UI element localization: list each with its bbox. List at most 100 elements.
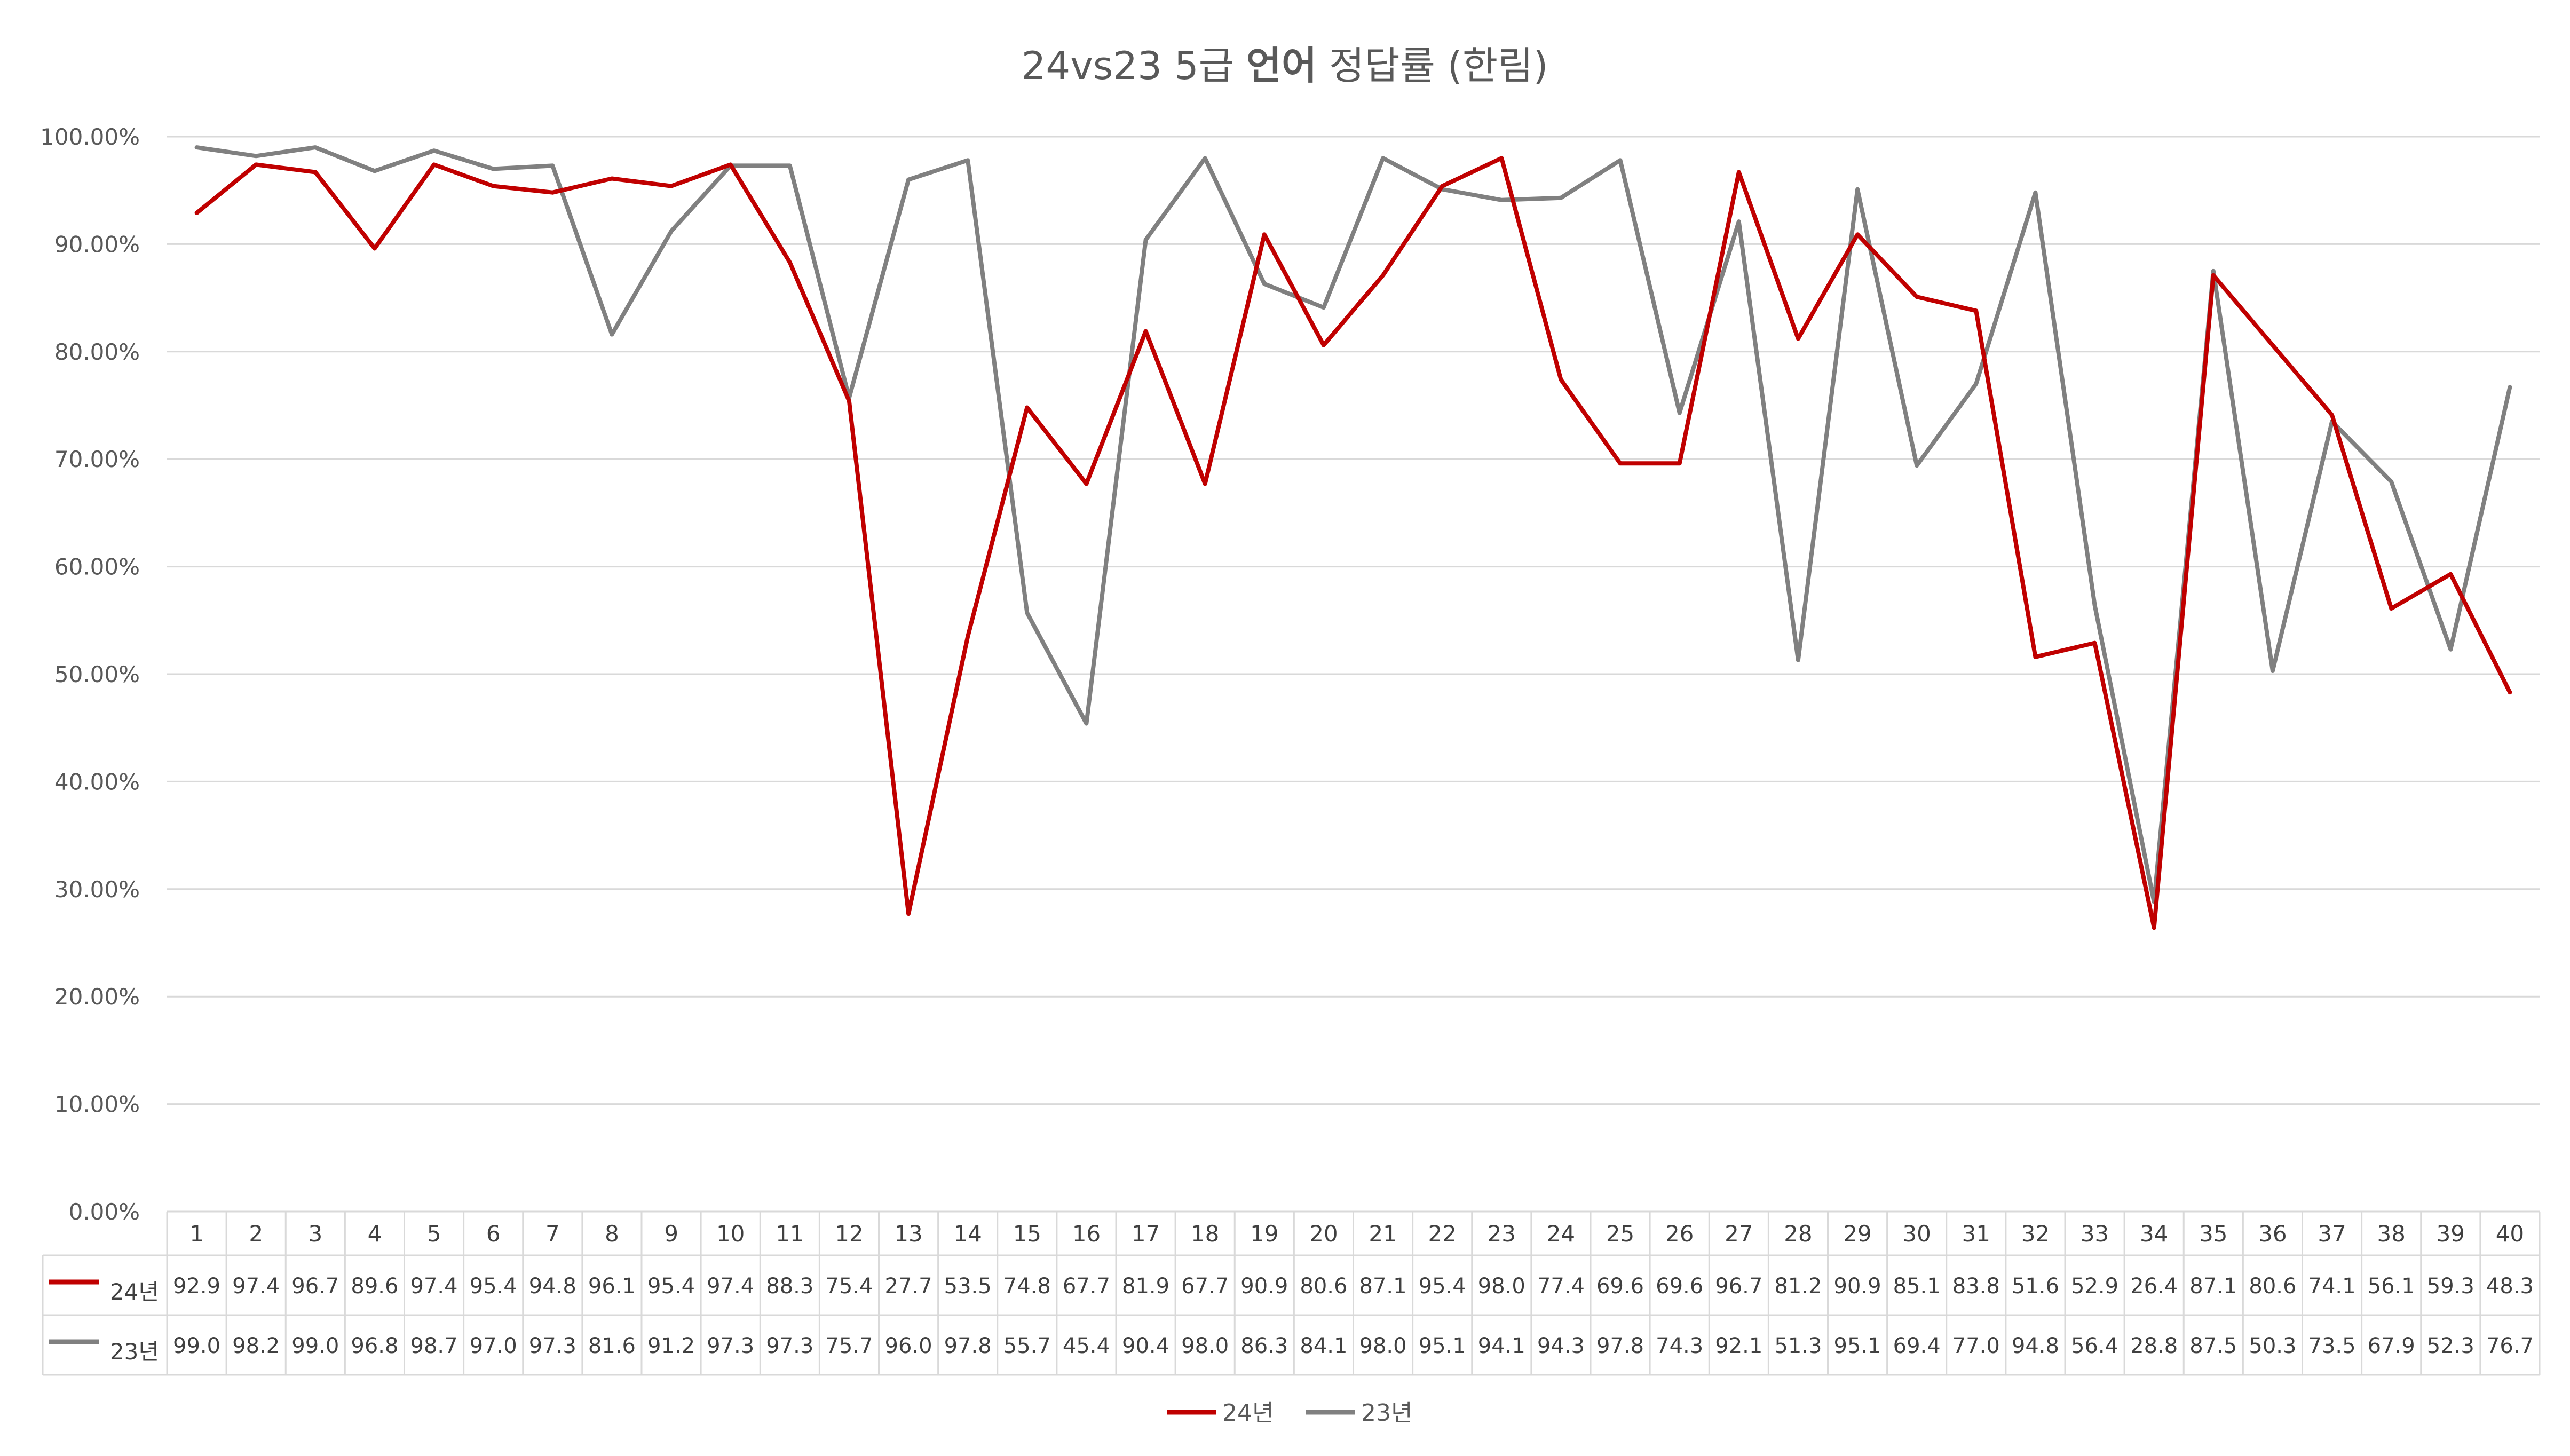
y-tick-label: 50.00% [54, 661, 140, 687]
data-table-cell: 96.0 [885, 1334, 932, 1358]
x-tick-label: 15 [1013, 1221, 1041, 1247]
x-tick-label: 28 [1784, 1221, 1812, 1247]
y-tick-label: 100.00% [40, 124, 140, 150]
legend: 24년 23년 [1167, 1399, 1412, 1427]
y-axis-ticks: 0.00% 10.00% 20.00% 30.00% 40.00% 50.00% 60.00… [40, 124, 140, 1225]
data-table-cell: 89.6 [351, 1274, 398, 1299]
data-table: 1 2 3 4 5 6 7 8 9 10 11 12 13 14 15 16 17 18 19 20 21 22 23 24 2… [42, 1210, 2541, 1376]
x-tick-label: 33 [2081, 1221, 2109, 1247]
data-table-cell: 94.3 [1537, 1334, 1585, 1358]
data-table-cell: 92.9 [173, 1274, 220, 1299]
data-table-cell: 96.8 [351, 1334, 398, 1358]
x-tick-label: 22 [1428, 1221, 1456, 1247]
y-tick-label: 80.00% [54, 339, 140, 365]
data-table-cell: 67.9 [2368, 1334, 2415, 1358]
data-table-cell: 75.4 [825, 1274, 873, 1299]
x-tick-label: 13 [894, 1221, 922, 1247]
data-table-cell: 55.7 [1003, 1334, 1051, 1358]
data-table-cell: 74.8 [1003, 1274, 1051, 1299]
legend-label: 23년 [1361, 1399, 1412, 1427]
chart-title-part: 24vs23 5급 [1022, 43, 1246, 88]
legend-item: 23년 [1306, 1399, 1412, 1427]
data-table-cell: 69.6 [1656, 1274, 1703, 1299]
x-tick-label: 18 [1191, 1221, 1219, 1247]
data-table-cell: 45.4 [1063, 1334, 1110, 1358]
series-line [194, 156, 2512, 930]
x-tick-label: 17 [1132, 1221, 1160, 1247]
chart-title-part: 언어 [1246, 43, 1317, 88]
data-table-cell: 69.6 [1596, 1274, 1644, 1299]
data-table-cell: 95.1 [1419, 1334, 1466, 1358]
x-tick-label: 8 [605, 1221, 619, 1247]
x-tick-label: 27 [1725, 1221, 1753, 1247]
legend-item: 24년 [1167, 1399, 1274, 1427]
data-table-cell: 96.7 [1715, 1274, 1762, 1299]
x-tick-label: 9 [664, 1221, 678, 1247]
data-table-cell: 87.1 [1359, 1274, 1407, 1299]
series-line [194, 145, 2512, 904]
x-tick-label: 10 [716, 1221, 745, 1247]
x-tick-label: 26 [1665, 1221, 1694, 1247]
y-tick-label: 20.00% [54, 984, 140, 1010]
data-table-cell: 97.4 [232, 1274, 280, 1299]
data-table-cell: 91.2 [647, 1334, 695, 1358]
data-table-cell: 90.9 [1240, 1274, 1288, 1299]
data-table-cell: 86.3 [1240, 1334, 1288, 1358]
data-table-cell: 97.3 [529, 1334, 576, 1358]
data-table-cell: 51.6 [2012, 1274, 2059, 1299]
data-table-cell: 99.0 [173, 1334, 220, 1358]
data-table-cell: 80.6 [1300, 1274, 1347, 1299]
data-table-cell: 67.7 [1063, 1274, 1110, 1299]
data-table-cell: 56.4 [2071, 1334, 2118, 1358]
x-tick-label: 16 [1072, 1221, 1101, 1247]
x-tick-label: 40 [2496, 1221, 2524, 1247]
x-tick-label: 19 [1250, 1221, 1278, 1247]
data-table-cell: 77.0 [1952, 1334, 2000, 1358]
data-table-cell: 97.8 [944, 1334, 992, 1358]
data-table-cell: 98.2 [232, 1334, 280, 1358]
x-tick-label: 34 [2140, 1221, 2168, 1247]
data-table-cell: 94.8 [529, 1274, 576, 1299]
x-tick-label: 32 [2021, 1221, 2050, 1247]
data-table-cell: 81.6 [588, 1334, 636, 1358]
data-table-cell: 80.6 [2249, 1274, 2296, 1299]
data-table-cell: 69.4 [1893, 1334, 1941, 1358]
x-tick-label: 14 [953, 1221, 982, 1247]
data-table-cell: 94.8 [2012, 1334, 2059, 1358]
x-tick-label: 12 [835, 1221, 863, 1247]
data-table-cell: 52.3 [2427, 1334, 2474, 1358]
data-table-cell: 97.0 [470, 1334, 517, 1358]
table-series-name: 24년 [110, 1279, 159, 1305]
data-table-cell: 98.0 [1181, 1334, 1229, 1358]
data-table-cell: 81.2 [1774, 1274, 1822, 1299]
data-table-cell: 85.1 [1893, 1274, 1941, 1299]
data-table-cell: 50.3 [2249, 1334, 2296, 1358]
y-tick-label: 70.00% [54, 446, 140, 472]
x-tick-label: 38 [2377, 1221, 2405, 1247]
x-tick-label: 24 [1547, 1221, 1575, 1247]
y-tick-label: 60.00% [54, 554, 140, 580]
x-tick-label: 37 [2318, 1221, 2346, 1247]
data-table-cell: 52.9 [2071, 1274, 2118, 1299]
data-table-cell: 87.1 [2189, 1274, 2237, 1299]
data-table-cell: 97.8 [1596, 1334, 1644, 1358]
y-tick-label: 0.00% [69, 1199, 140, 1225]
data-table-cell: 76.7 [2486, 1334, 2534, 1358]
data-table-cell: 97.3 [766, 1334, 813, 1358]
x-tick-label: 35 [2199, 1221, 2227, 1247]
x-tick-label: 20 [1309, 1221, 1338, 1247]
x-tick-label: 30 [1902, 1221, 1931, 1247]
data-table-cell: 96.7 [291, 1274, 339, 1299]
y-tick-label: 90.00% [54, 231, 140, 257]
data-table-cell: 97.4 [707, 1274, 754, 1299]
x-tick-label: 7 [545, 1221, 560, 1247]
data-table-cell: 67.7 [1181, 1274, 1229, 1299]
data-table-cell: 74.1 [2308, 1274, 2356, 1299]
x-tick-label: 39 [2437, 1221, 2465, 1247]
x-tick-label: 21 [1369, 1221, 1397, 1247]
data-table-cell: 92.1 [1715, 1334, 1762, 1358]
data-table-cell: 84.1 [1300, 1334, 1347, 1358]
y-tick-label: 40.00% [54, 769, 140, 795]
x-tick-label: 6 [486, 1221, 501, 1247]
